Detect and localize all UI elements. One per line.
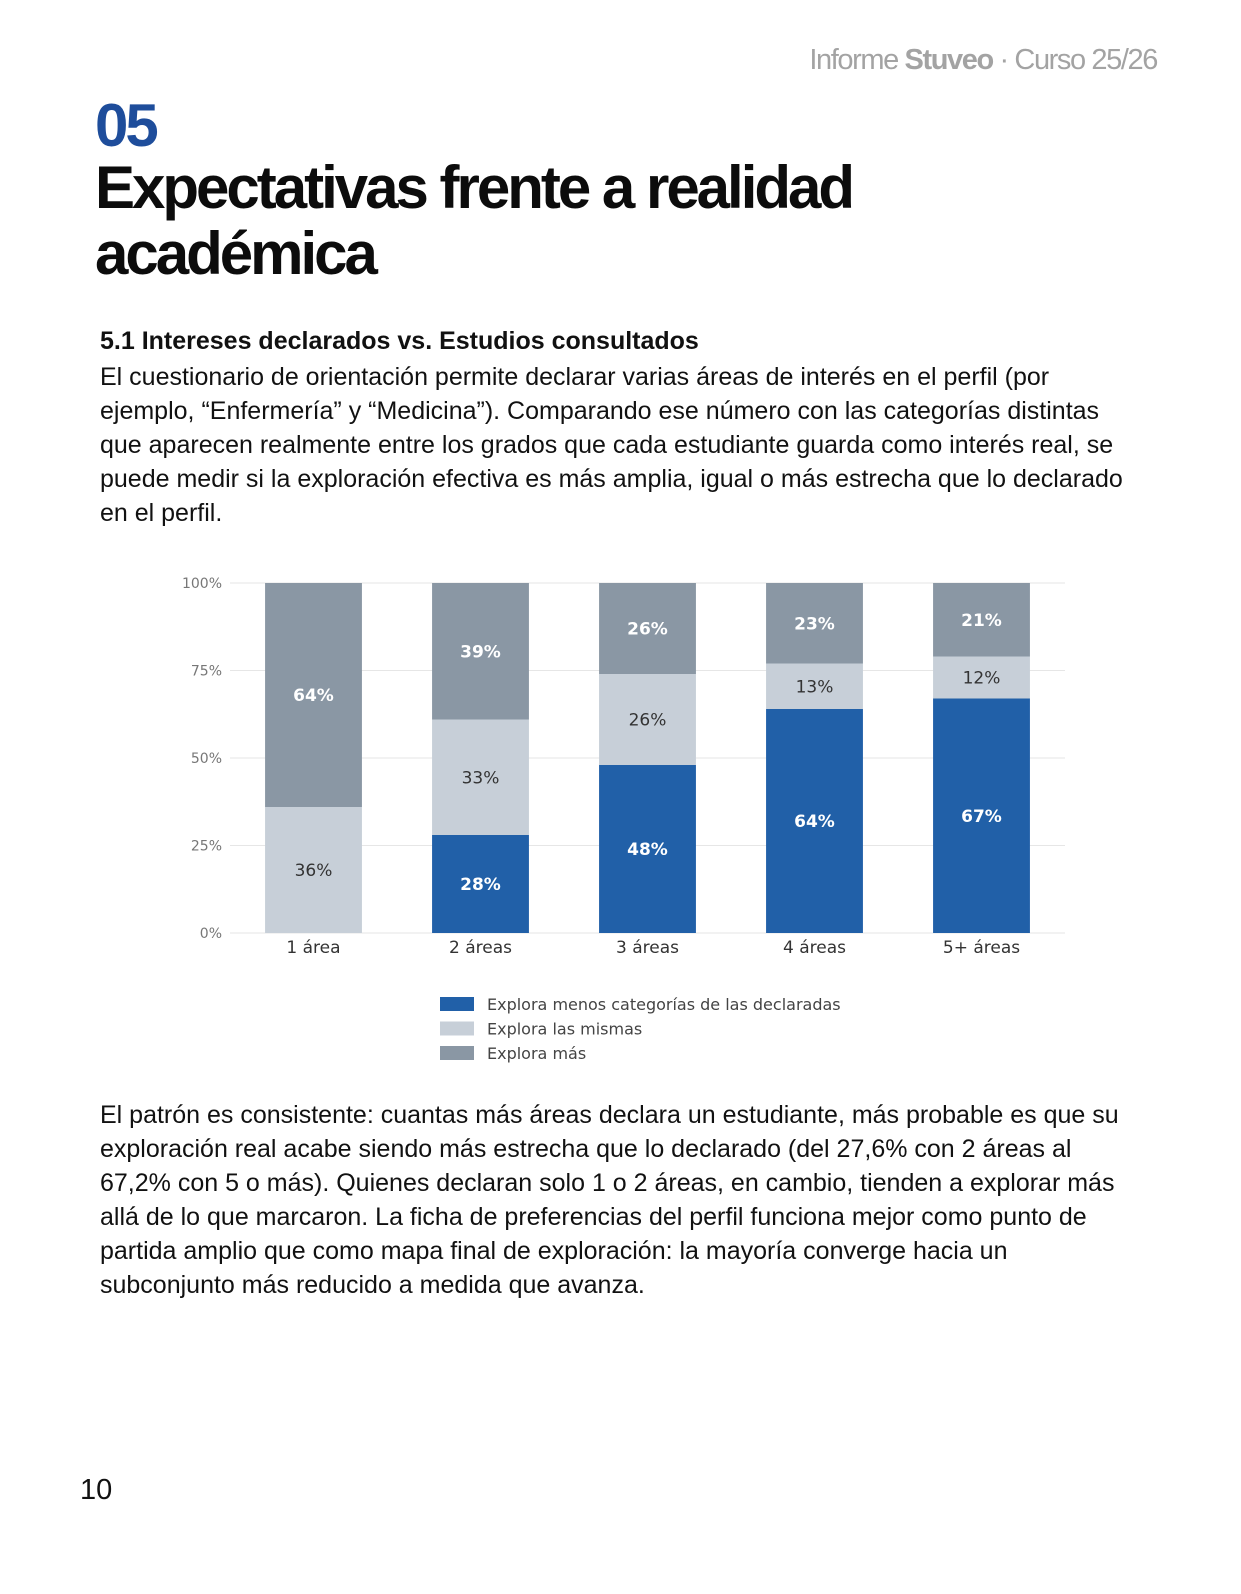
- report-brand: Stuveo: [904, 44, 995, 76]
- y-tick-label: 75%: [191, 664, 222, 680]
- bar-segment: [599, 765, 696, 933]
- report-header-suffix: · Curso 25/26: [992, 44, 1158, 76]
- page-number: 10: [80, 1474, 113, 1506]
- bar-segment: [432, 835, 529, 933]
- y-tick-label: 25%: [191, 839, 222, 855]
- bar-segment: [933, 656, 1030, 699]
- subsection-title: 5.1 Intereses declarados vs. Estudios co…: [100, 327, 699, 355]
- intro-paragraph: El cuestionario de orientación permite d…: [100, 363, 1123, 527]
- legend-swatch: [440, 997, 474, 1011]
- bar-data-label: 26%: [627, 620, 668, 640]
- legend-label: Explora más: [487, 1044, 586, 1063]
- bar-data-label: 28%: [460, 875, 501, 895]
- report-header: Informe Stuveo · Curso 25/26: [809, 44, 1158, 77]
- bar-data-label: 36%: [295, 861, 333, 881]
- legend-swatch: [440, 1046, 474, 1060]
- bar-segment: [432, 719, 529, 835]
- x-tick-label: 5+ áreas: [943, 938, 1020, 958]
- conclusion-paragraph: El patrón es consistente: cuantas más ár…: [100, 1101, 1119, 1299]
- section-number: 05: [95, 92, 159, 159]
- bar-segment: [432, 583, 529, 720]
- y-tick-label: 0%: [200, 926, 222, 942]
- x-tick-label: 1 área: [286, 938, 340, 958]
- bar-segment: [933, 698, 1030, 933]
- bar-segment: [766, 663, 863, 709]
- x-tick-label: 4 áreas: [783, 938, 846, 958]
- bar-data-label: 67%: [961, 807, 1002, 827]
- y-tick-label: 50%: [191, 751, 222, 767]
- bar-segment: [599, 674, 696, 765]
- page-title: Expectativas frente a realidad académica: [95, 154, 855, 287]
- bar-data-label: 48%: [627, 840, 668, 860]
- bar-data-label: 21%: [961, 611, 1002, 631]
- bar-data-label: 13%: [796, 677, 834, 697]
- x-tick-label: 2 áreas: [449, 938, 512, 958]
- x-tick-label: 3 áreas: [616, 938, 679, 958]
- bar-data-label: 33%: [462, 768, 500, 788]
- legend-label: Explora las mismas: [487, 1020, 642, 1039]
- bar-data-label: 12%: [963, 669, 1001, 689]
- bar-segment: [599, 583, 696, 674]
- bar-data-label: 23%: [794, 614, 835, 634]
- chart-canvas: 0% 25% 50% 75% 100% 36% 64% 1 área 28% 33% 39% 2 ár…: [182, 576, 1065, 1063]
- bar-segment: [265, 583, 362, 807]
- report-header-prefix: Informe: [809, 44, 905, 76]
- legend-label: Explora menos categorías de las declarad…: [487, 995, 841, 1014]
- bar-segment: [265, 807, 362, 933]
- bar-data-label: 26%: [629, 711, 667, 731]
- bar-segment: [933, 583, 1030, 657]
- bar-data-label: 64%: [794, 812, 835, 832]
- bar-segment: [766, 709, 863, 933]
- bar-data-label: 64%: [293, 686, 334, 706]
- y-tick-label: 100%: [182, 576, 222, 592]
- bar-data-label: 39%: [460, 642, 501, 662]
- legend-swatch: [440, 1021, 474, 1036]
- stacked-bar-chart: 0% 25% 50% 75% 100% 36% 64% 1 área 28% 33% 39% 2 ár…: [160, 565, 1080, 1075]
- bar-segment: [766, 583, 863, 664]
